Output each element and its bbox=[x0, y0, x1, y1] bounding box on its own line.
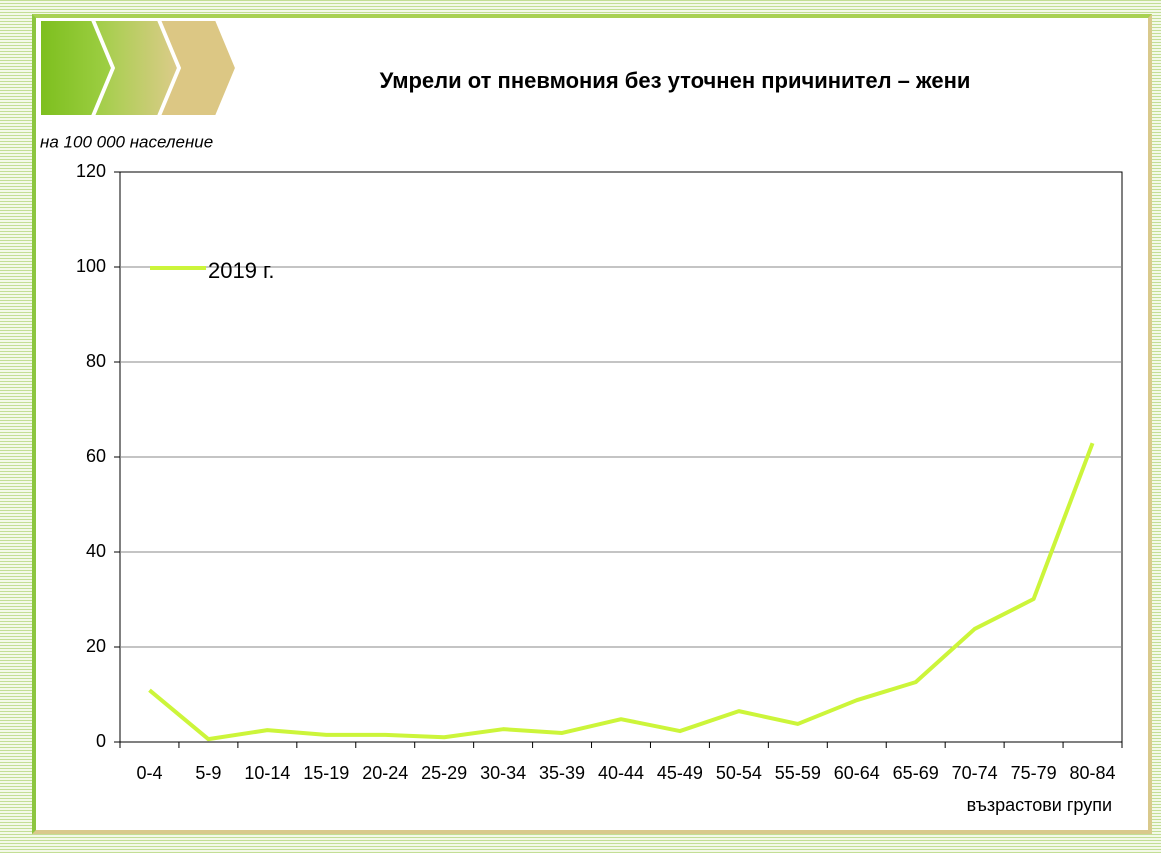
series-line bbox=[148, 442, 1095, 742]
chart-title: Умрели от пневмония без уточнен причинит… bbox=[380, 68, 971, 93]
y-tick-label: 80 bbox=[86, 351, 106, 371]
x-tick-label: 15-19 bbox=[303, 763, 349, 783]
x-axis-label: възрастови групи bbox=[967, 795, 1112, 815]
y-tick-label: 100 bbox=[76, 256, 106, 276]
x-tick-label: 55-59 bbox=[775, 763, 821, 783]
x-tick-label: 25-29 bbox=[421, 763, 467, 783]
x-tick-label: 60-64 bbox=[834, 763, 880, 783]
x-tick-label: 5-9 bbox=[195, 763, 221, 783]
x-tick-label: 35-39 bbox=[539, 763, 585, 783]
y-tick-label: 0 bbox=[96, 731, 106, 751]
x-tick-label: 75-79 bbox=[1011, 763, 1057, 783]
y-tick-label: 60 bbox=[86, 446, 106, 466]
panel bbox=[32, 14, 1152, 834]
legend-label: 2019 г. bbox=[208, 258, 275, 283]
x-tick-label: 45-49 bbox=[657, 763, 703, 783]
y-tick-label: 40 bbox=[86, 541, 106, 561]
x-tick-label: 30-34 bbox=[480, 763, 526, 783]
y-tick-label: 120 bbox=[76, 161, 106, 181]
x-tick-label: 40-44 bbox=[598, 763, 644, 783]
x-tick-label: 10-14 bbox=[244, 763, 290, 783]
x-tick-label: 0-4 bbox=[136, 763, 162, 783]
x-tick-label: 65-69 bbox=[893, 763, 939, 783]
x-tick-label: 70-74 bbox=[952, 763, 998, 783]
x-tick-label: 20-24 bbox=[362, 763, 408, 783]
y-axis-label: на 100 000 население bbox=[40, 132, 213, 151]
y-tick-label: 20 bbox=[86, 636, 106, 656]
decoration bbox=[39, 19, 238, 117]
x-tick-label: 80-84 bbox=[1070, 763, 1116, 783]
x-tick-label: 50-54 bbox=[716, 763, 762, 783]
